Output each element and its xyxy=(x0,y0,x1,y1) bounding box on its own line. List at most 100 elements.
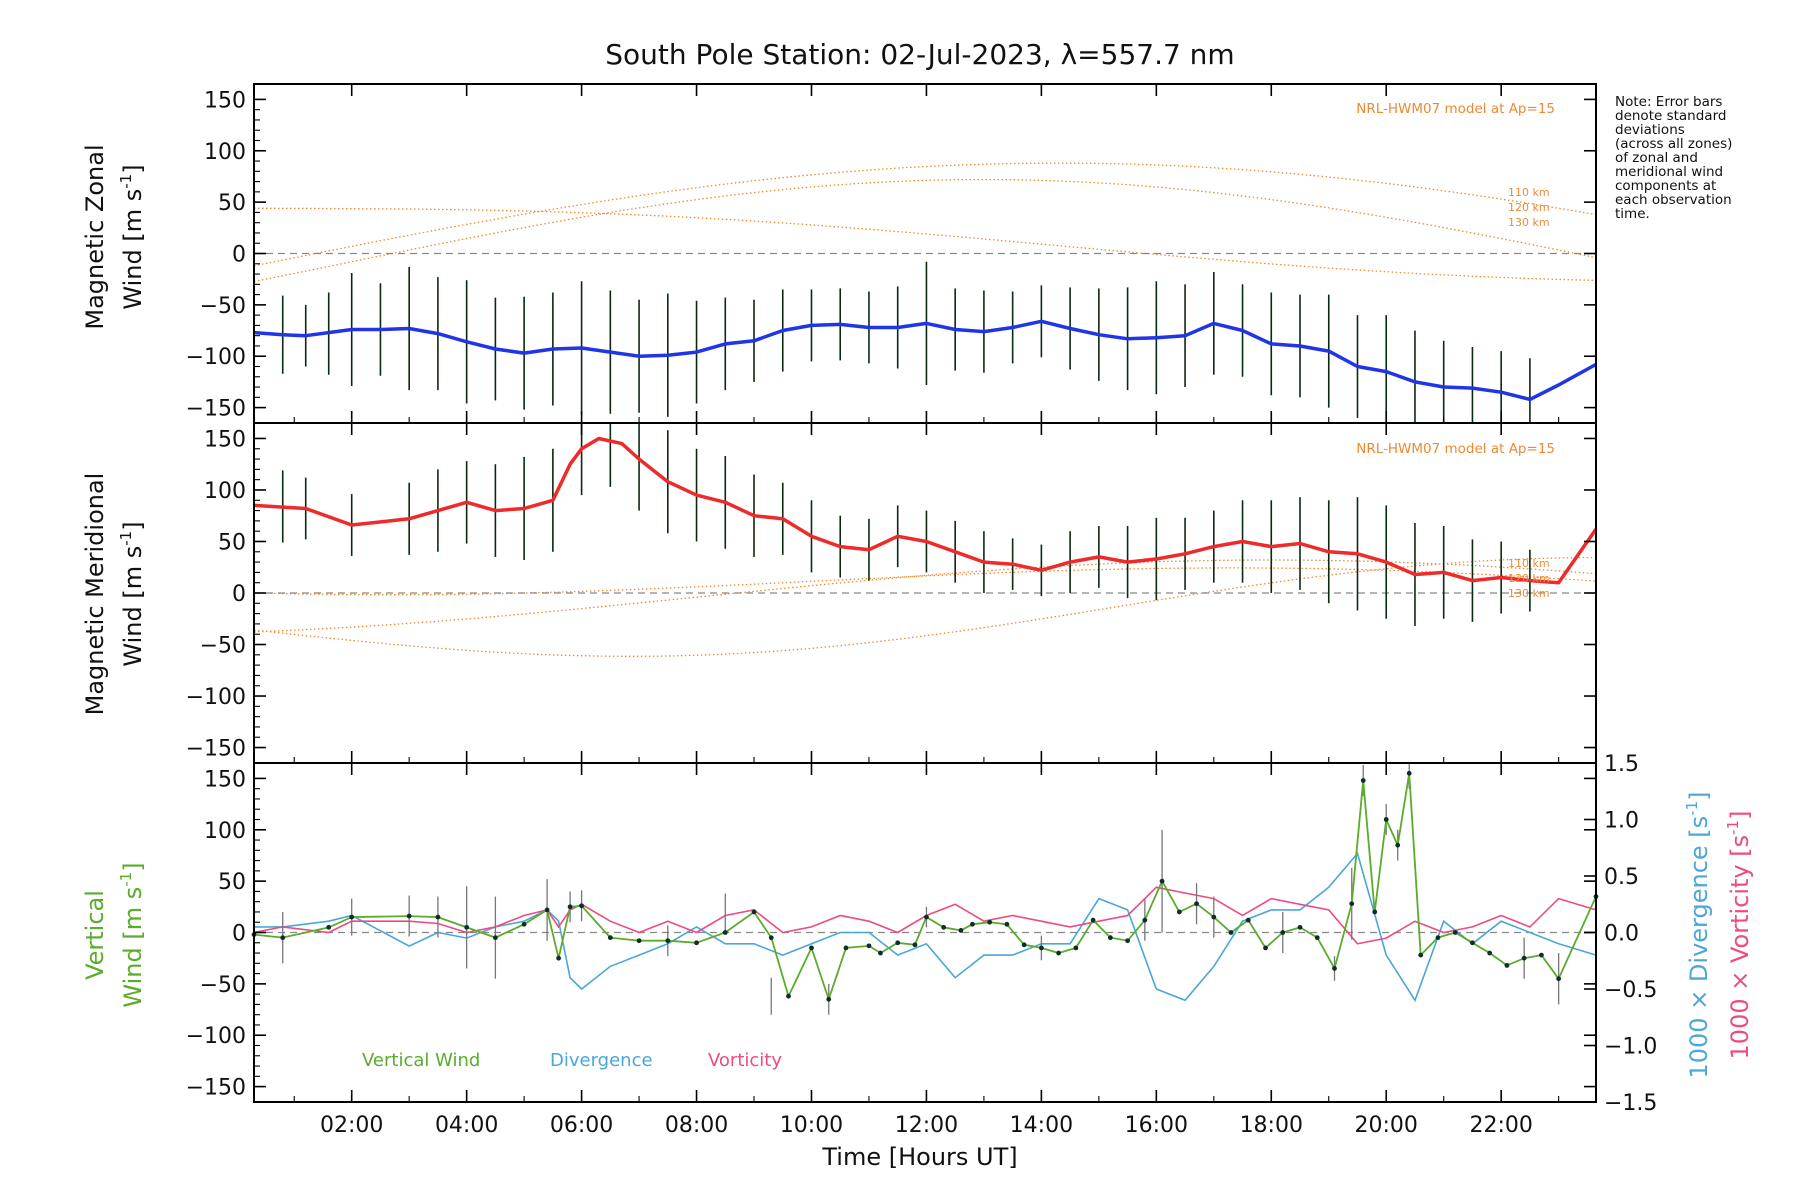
x-tick-label: 12:00 xyxy=(895,1113,958,1138)
y-tick-label: −150 xyxy=(186,737,246,762)
x-tick-label: 18:00 xyxy=(1240,1113,1303,1138)
vertical-wind-point xyxy=(1125,938,1130,944)
zonal-ylabel-units: [m s xyxy=(119,189,147,242)
y2-tick-label: 1.5 xyxy=(1604,752,1639,777)
vertical-data-marks xyxy=(251,763,1599,1015)
note-line: denote standard xyxy=(1615,108,1726,124)
y-tick-label: −100 xyxy=(186,345,246,370)
zonal-ylabel-exp: -1 xyxy=(117,174,135,189)
vertical-wind-point xyxy=(607,935,613,941)
vertical-wind-point xyxy=(722,930,728,935)
vorticity-ylabel-close: ] xyxy=(1726,811,1754,820)
y-tick-label: 0 xyxy=(232,922,246,947)
y2-tick-label: −0.5 xyxy=(1604,978,1657,1003)
vertical-wind-point xyxy=(1383,817,1389,822)
y-tick-label: 50 xyxy=(218,870,246,895)
vertical-wind-point xyxy=(1418,952,1424,958)
zonal-ylabel-wind: Wind xyxy=(119,249,147,309)
note-line: (across all zones) xyxy=(1615,136,1732,152)
zonal-model-height-130: 130 km xyxy=(1508,216,1550,229)
note-line: deviations xyxy=(1615,122,1685,138)
vertical-wind-point xyxy=(1159,878,1165,884)
vorticity-line xyxy=(253,886,1597,945)
y2-tick-label: 1.0 xyxy=(1604,809,1639,834)
note-block: Note: Error bars denote standard deviati… xyxy=(1615,94,1732,222)
y-tick-label: 50 xyxy=(218,530,246,555)
divergence-line xyxy=(254,851,1597,1003)
zonal-model-height-110: 110 km xyxy=(1508,186,1550,199)
vertical-wind-point xyxy=(1176,909,1182,915)
meridional-model-curves xyxy=(253,556,1597,657)
vertical-wind-point xyxy=(768,935,774,941)
zonal-model-height-120: 120 km xyxy=(1508,201,1550,214)
vertical-wind-point xyxy=(1073,945,1079,951)
vertical-wind-point xyxy=(544,907,550,913)
note-line: meridional wind xyxy=(1615,164,1723,180)
zonal-model-label: NRL-HWM07 model at Ap=15 xyxy=(1356,101,1555,117)
meridional-ylabel-close: ] xyxy=(119,521,147,530)
vertical-wind-point xyxy=(1360,778,1366,783)
divergence-ylabel-close: ] xyxy=(1685,791,1713,800)
zonal-panel: NRL-HWM07 model at Ap=15 110 km 120 km 1… xyxy=(81,101,1597,423)
vertical-wind-point xyxy=(924,914,929,920)
vertical-wind-point xyxy=(958,928,964,933)
vertical-wind-point xyxy=(987,919,993,925)
zonal-y-axis-label: Magnetic Zonal xyxy=(81,144,109,329)
vertical-wind-point xyxy=(435,914,441,920)
vertical-wind-point xyxy=(556,955,562,961)
vertical-wind-point xyxy=(1090,917,1096,923)
model-curve-1 xyxy=(253,162,1597,267)
vertical-wind-point xyxy=(1504,962,1510,968)
vertical-wind-point xyxy=(406,913,412,919)
vertical-wind-point xyxy=(912,942,918,948)
y-tick-label: −50 xyxy=(200,294,246,319)
vertical-wind-point xyxy=(1406,770,1412,776)
vertical-wind-point xyxy=(1263,945,1268,951)
vertical-wind-point xyxy=(895,940,901,946)
x-tick-label: 16:00 xyxy=(1125,1113,1188,1138)
vertical-wind-point xyxy=(1452,930,1458,935)
zonal-model-curves xyxy=(253,162,1597,283)
vorticity-ylabel-exp: -1 xyxy=(1724,820,1742,835)
x-tick-label: 08:00 xyxy=(665,1113,728,1138)
divergence-ylabel-exp: -1 xyxy=(1683,801,1701,816)
meridional-model-label: NRL-HWM07 model at Ap=15 xyxy=(1356,441,1555,457)
vertical-wind-point xyxy=(1395,842,1401,848)
vertical-wind-point xyxy=(1056,950,1062,956)
y-tick-label: 0 xyxy=(232,582,246,607)
x-tick-label: 10:00 xyxy=(780,1113,843,1138)
vertical-wind-point xyxy=(878,950,883,956)
y-tick-label: −150 xyxy=(186,397,246,422)
vertical-wind-point xyxy=(1280,930,1286,935)
vertical-wind-point xyxy=(866,943,872,949)
meridional-data-marks xyxy=(253,423,1598,626)
y2-tick-label: 0.5 xyxy=(1604,865,1639,890)
vertical-wind-point xyxy=(970,921,975,927)
y-tick-label: 50 xyxy=(218,191,246,216)
y-tick-label: 100 xyxy=(204,479,246,504)
vertical-wind-point xyxy=(786,993,791,999)
y-tick-label: −100 xyxy=(186,1024,246,1049)
vertical-ylabel-wind: Wind xyxy=(119,947,147,1007)
vertical-wind-line xyxy=(253,773,1597,1003)
vertical-wind-point xyxy=(1142,917,1148,923)
vertical-wind-point xyxy=(1349,901,1355,907)
y-tick-label: 100 xyxy=(204,140,246,165)
vorticity-ylabel-text: 1000 × Vorticity [s xyxy=(1726,835,1754,1060)
divergence-ylabel-text: 1000 × Divergence [s xyxy=(1685,816,1713,1079)
divergence-y-axis-label: 1000 × Divergence [s-1] xyxy=(1683,791,1713,1078)
y2-tick-label: −1.5 xyxy=(1604,1091,1657,1116)
meridional-y-axis-label-units: Wind [m s-1] xyxy=(117,521,147,666)
note-line: of zonal and xyxy=(1615,150,1698,166)
vertical-wind-point xyxy=(349,914,355,920)
vertical-y-axis-label-units: Wind [m s-1] xyxy=(117,862,147,1007)
vertical-wind-point xyxy=(1332,966,1337,971)
y-tick-label: 150 xyxy=(204,427,246,452)
y-tick-label: −150 xyxy=(186,1076,246,1101)
vertical-panel: Vertical Wind [m s-1] 1000 × Divergence … xyxy=(81,763,1754,1079)
zonal-ylabel-close: ] xyxy=(119,164,147,173)
note-line: each observation xyxy=(1615,192,1732,208)
x-tick-label: 06:00 xyxy=(550,1113,613,1138)
vertical-wind-point xyxy=(1556,976,1562,982)
